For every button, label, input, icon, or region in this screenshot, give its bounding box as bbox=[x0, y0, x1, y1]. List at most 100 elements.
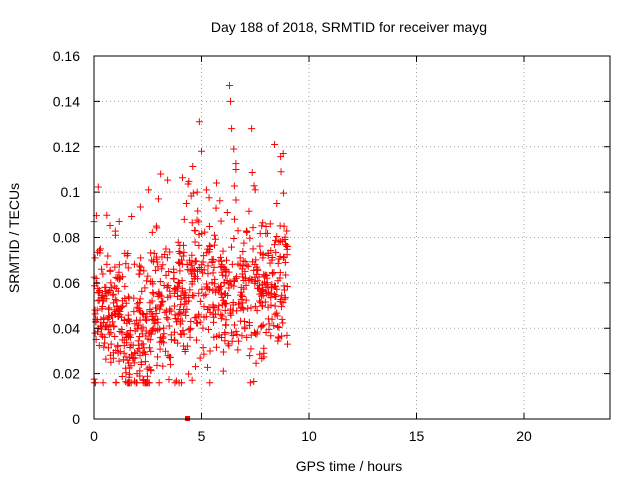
data-point bbox=[246, 352, 254, 360]
data-point bbox=[162, 271, 170, 279]
data-point bbox=[140, 267, 148, 275]
data-point bbox=[217, 289, 225, 297]
data-point bbox=[259, 287, 267, 295]
data-point bbox=[91, 306, 99, 314]
data-point bbox=[116, 328, 124, 336]
data-point bbox=[262, 328, 270, 336]
data-point bbox=[253, 307, 261, 315]
data-point bbox=[237, 283, 245, 291]
data-point bbox=[111, 227, 119, 235]
data-point bbox=[134, 321, 142, 329]
data-point bbox=[107, 358, 115, 366]
data-point bbox=[179, 306, 187, 314]
data-point bbox=[262, 222, 270, 230]
data-point bbox=[206, 379, 214, 387]
data-point bbox=[105, 330, 113, 338]
data-point bbox=[178, 174, 186, 182]
data-point bbox=[124, 356, 132, 364]
data-point bbox=[283, 227, 291, 235]
data-point bbox=[112, 284, 120, 292]
data-point bbox=[186, 286, 194, 294]
data-point bbox=[114, 312, 122, 320]
data-point bbox=[175, 258, 183, 266]
data-point bbox=[275, 255, 283, 263]
data-point bbox=[208, 255, 216, 263]
data-point bbox=[115, 218, 123, 226]
data-point bbox=[109, 291, 117, 299]
data-point bbox=[156, 302, 164, 310]
data-point bbox=[264, 303, 272, 311]
data-point bbox=[191, 266, 199, 274]
data-point bbox=[215, 257, 223, 265]
data-point bbox=[193, 188, 201, 196]
tick-labels: 0 5 10 15 20 0 0.02 0.04 0.06 0.08 0.1 0.12 0.14 0.16 bbox=[53, 48, 532, 444]
data-point bbox=[246, 379, 254, 387]
data-point bbox=[162, 245, 170, 253]
data-point bbox=[198, 269, 206, 277]
y-tick-label: 0 bbox=[72, 411, 80, 427]
data-point bbox=[142, 315, 150, 323]
data-point bbox=[260, 271, 268, 279]
data-point bbox=[261, 272, 269, 280]
data-point bbox=[188, 376, 196, 384]
data-point bbox=[162, 347, 170, 355]
data-point bbox=[170, 274, 178, 282]
data-point bbox=[274, 259, 282, 267]
data-point bbox=[155, 379, 163, 387]
data-point bbox=[163, 314, 171, 322]
grid bbox=[94, 56, 610, 419]
data-point bbox=[180, 215, 188, 223]
data-point bbox=[159, 297, 167, 305]
data-point bbox=[280, 189, 288, 197]
data-point bbox=[213, 179, 221, 187]
y-tick-label: 0.08 bbox=[53, 230, 80, 246]
y-tick-label: 0.04 bbox=[53, 320, 80, 336]
data-point bbox=[106, 267, 114, 275]
data-point bbox=[176, 267, 184, 275]
data-point bbox=[252, 256, 260, 264]
data-point bbox=[165, 376, 173, 384]
data-point bbox=[199, 324, 207, 332]
data-point bbox=[232, 196, 240, 204]
data-point bbox=[136, 372, 144, 380]
data-point bbox=[248, 276, 256, 284]
data-point bbox=[181, 300, 189, 308]
data-point bbox=[200, 252, 208, 260]
data-point bbox=[284, 340, 291, 348]
data-point bbox=[121, 295, 129, 303]
data-point bbox=[121, 282, 129, 290]
data-point bbox=[256, 242, 264, 250]
data-point bbox=[199, 344, 207, 352]
data-point bbox=[273, 312, 281, 320]
data-point bbox=[136, 266, 144, 274]
data-point bbox=[147, 278, 155, 286]
data-point bbox=[166, 353, 174, 361]
data-point bbox=[112, 378, 120, 386]
data-point bbox=[103, 260, 111, 268]
data-point bbox=[120, 342, 128, 350]
data-point bbox=[125, 316, 133, 324]
data-point bbox=[113, 297, 121, 305]
data-point bbox=[204, 363, 212, 371]
data-point bbox=[219, 271, 227, 279]
data-point bbox=[273, 285, 281, 293]
data-point bbox=[249, 224, 257, 232]
data-point bbox=[174, 283, 182, 291]
data-point bbox=[271, 140, 279, 148]
data-point bbox=[216, 282, 224, 290]
data-point bbox=[228, 125, 236, 133]
data-point bbox=[154, 318, 162, 326]
y-tick-label: 0.12 bbox=[53, 139, 80, 155]
data-point bbox=[283, 242, 291, 250]
data-point bbox=[202, 186, 210, 194]
data-point bbox=[211, 235, 219, 243]
data-point bbox=[191, 226, 199, 234]
data-point bbox=[120, 349, 128, 357]
data-point bbox=[136, 203, 144, 211]
data-point bbox=[230, 235, 238, 243]
data-point bbox=[223, 277, 231, 285]
data-point bbox=[111, 296, 119, 304]
y-tick-label: 0.1 bbox=[61, 184, 81, 200]
data-point bbox=[189, 163, 197, 171]
